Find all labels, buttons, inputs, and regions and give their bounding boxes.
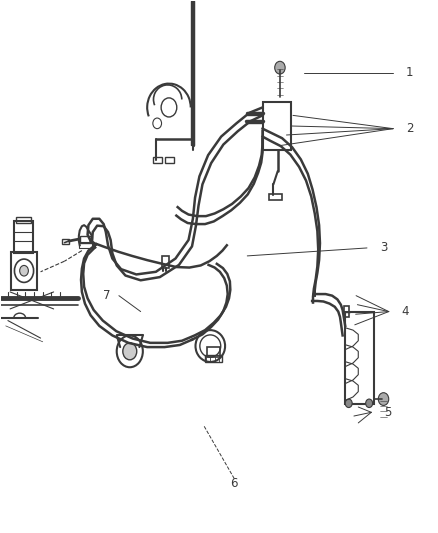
Bar	[11, 252, 37, 290]
Bar	[80, 236, 92, 243]
Text: 1: 1	[406, 67, 413, 79]
Bar	[344, 306, 349, 317]
Circle shape	[275, 61, 285, 74]
Circle shape	[378, 393, 389, 406]
Circle shape	[366, 399, 373, 408]
Bar	[345, 312, 374, 405]
Text: 3: 3	[380, 241, 387, 254]
Bar	[165, 157, 174, 163]
Bar	[62, 239, 69, 244]
Circle shape	[345, 399, 352, 408]
Text: 7: 7	[102, 289, 110, 302]
Text: 2: 2	[406, 122, 413, 135]
Bar	[205, 355, 222, 362]
Bar	[153, 157, 162, 163]
Bar	[79, 242, 92, 248]
Text: 4: 4	[402, 305, 409, 318]
Circle shape	[20, 265, 28, 276]
Circle shape	[123, 343, 137, 360]
Bar	[14, 221, 33, 253]
Bar	[207, 347, 220, 357]
Text: 5: 5	[385, 406, 392, 419]
Bar	[162, 256, 169, 268]
Bar	[16, 216, 31, 223]
Bar	[262, 102, 291, 150]
Text: 6: 6	[230, 478, 238, 490]
Bar	[269, 194, 282, 200]
